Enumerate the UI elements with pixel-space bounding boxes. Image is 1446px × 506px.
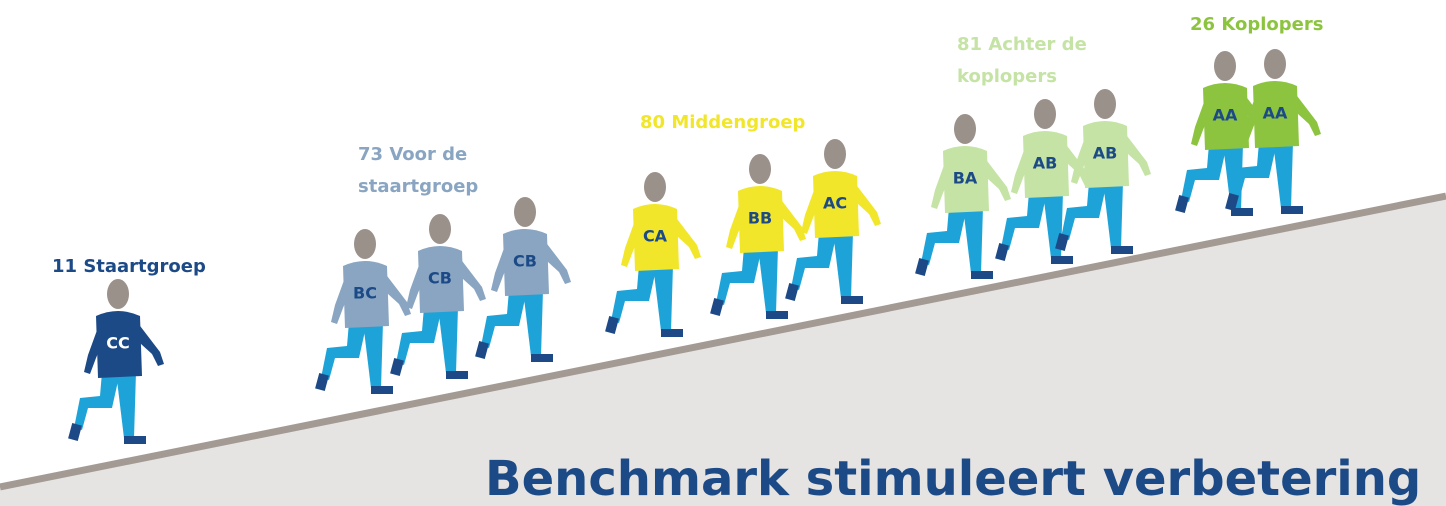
head <box>1034 99 1056 129</box>
leg-front <box>438 307 458 373</box>
shoe <box>475 341 489 359</box>
runner-code: AB <box>1093 144 1118 163</box>
group-label: 11 Staartgroep <box>52 256 206 277</box>
leg-back <box>1181 144 1227 202</box>
title: Benchmark stimuleert verbetering <box>485 451 1421 506</box>
shoe <box>1111 246 1133 254</box>
runner-code: CA <box>643 227 668 246</box>
leg-front <box>1103 182 1123 248</box>
leg-back <box>611 265 657 323</box>
runner-code: CB <box>428 269 452 288</box>
shoe <box>1051 256 1073 264</box>
runner: CB <box>475 197 571 362</box>
runner-code: AB <box>1033 154 1058 173</box>
runner: CA <box>605 172 701 337</box>
leg-back <box>791 232 837 290</box>
shoe <box>785 283 799 301</box>
runner-code: AA <box>1213 106 1238 125</box>
leg-back <box>921 207 967 265</box>
leg-front <box>116 372 136 438</box>
leg-front <box>833 232 853 298</box>
leg-front <box>653 265 673 331</box>
shoe <box>315 373 329 391</box>
leg-back <box>716 247 762 305</box>
leg-front <box>758 247 778 313</box>
infographic: Benchmark stimuleert verbetering 11 Staa… <box>0 0 1446 506</box>
runner-code: BB <box>748 209 772 228</box>
shoe <box>605 316 619 334</box>
shoe <box>710 298 724 316</box>
runner-code: CC <box>106 334 129 353</box>
runner: CB <box>390 214 486 379</box>
group-label: 26 Koplopers <box>1190 14 1323 35</box>
shoe <box>68 423 82 441</box>
runner-code: BA <box>953 169 978 188</box>
shoe <box>971 271 993 279</box>
shoe <box>390 358 404 376</box>
head <box>1264 49 1286 79</box>
head <box>1214 51 1236 81</box>
shoe <box>915 258 929 276</box>
head <box>749 154 771 184</box>
head <box>354 229 376 259</box>
head <box>1094 89 1116 119</box>
leg-back <box>481 290 527 348</box>
runner: CC <box>68 279 164 444</box>
shoe <box>531 354 553 362</box>
leg-back <box>321 322 367 380</box>
group-label: koplopers <box>957 66 1057 87</box>
shoe <box>1175 195 1189 213</box>
leg-back <box>1001 192 1047 250</box>
runner-code: AA <box>1263 104 1288 123</box>
leg-front <box>1273 142 1293 208</box>
shoe <box>371 386 393 394</box>
head <box>644 172 666 202</box>
shoe <box>841 296 863 304</box>
leg-front <box>523 290 543 356</box>
group-label: 80 Middengroep <box>640 112 806 133</box>
shoe <box>446 371 468 379</box>
leg-back <box>396 307 442 365</box>
leg-front <box>963 207 983 273</box>
head <box>429 214 451 244</box>
shoe <box>766 311 788 319</box>
group-label: 73 Voor de <box>358 144 467 165</box>
shoe <box>124 436 146 444</box>
shoe <box>661 329 683 337</box>
runner: AB <box>1055 89 1151 254</box>
group-label: 81 Achter de <box>957 34 1087 55</box>
shoe <box>995 243 1009 261</box>
head <box>824 139 846 169</box>
runner: AC <box>785 139 881 304</box>
group-label: staartgroep <box>358 176 478 197</box>
head <box>514 197 536 227</box>
head <box>107 279 129 309</box>
runner-code: CB <box>513 252 537 271</box>
runner-code: AC <box>823 194 847 213</box>
leg-back <box>74 372 120 430</box>
leg-front <box>363 322 383 388</box>
runner-code: BC <box>353 284 377 303</box>
shoe <box>1281 206 1303 214</box>
head <box>954 114 976 144</box>
